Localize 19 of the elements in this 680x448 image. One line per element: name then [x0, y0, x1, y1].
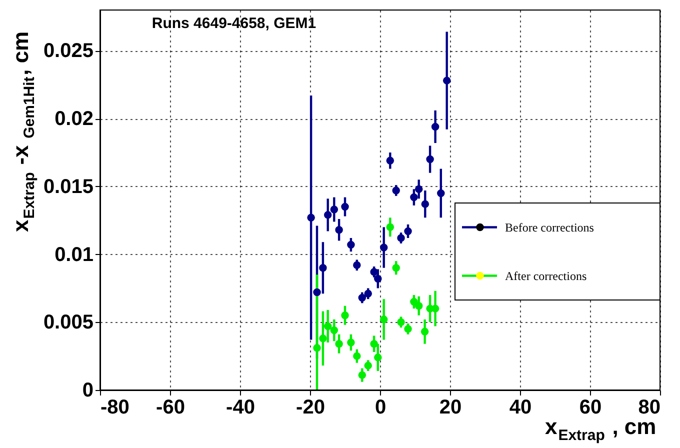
x-tick-label: 20 [439, 396, 462, 418]
x-tick-label: 40 [509, 396, 532, 418]
x-tick-label: 80 [638, 396, 660, 418]
x-tick-label: 0 [374, 396, 386, 418]
y-tick-label: 0.005 [43, 312, 94, 334]
y-tick-label: 0.025 [43, 40, 94, 62]
y-tick-label: 0.01 [54, 244, 94, 266]
x-tick-label: -80 [100, 396, 130, 418]
x-tick-label: -60 [156, 396, 185, 418]
y-tick-label: 0.02 [54, 108, 94, 130]
y-tick-label: 0.015 [43, 176, 94, 198]
y-axis-title: xExtrap-xGem1Hit, cm [8, 31, 38, 232]
x-tick-label: 60 [579, 396, 602, 418]
y-tick-label: 0 [82, 380, 94, 402]
x-tick-label: -40 [226, 396, 255, 418]
x-tick-label: -20 [296, 396, 325, 418]
legend-label: After corrections [505, 268, 587, 283]
chart-title: Runs 4649-4658, GEM1 [152, 15, 316, 32]
legend-label: Before corrections [505, 220, 594, 234]
